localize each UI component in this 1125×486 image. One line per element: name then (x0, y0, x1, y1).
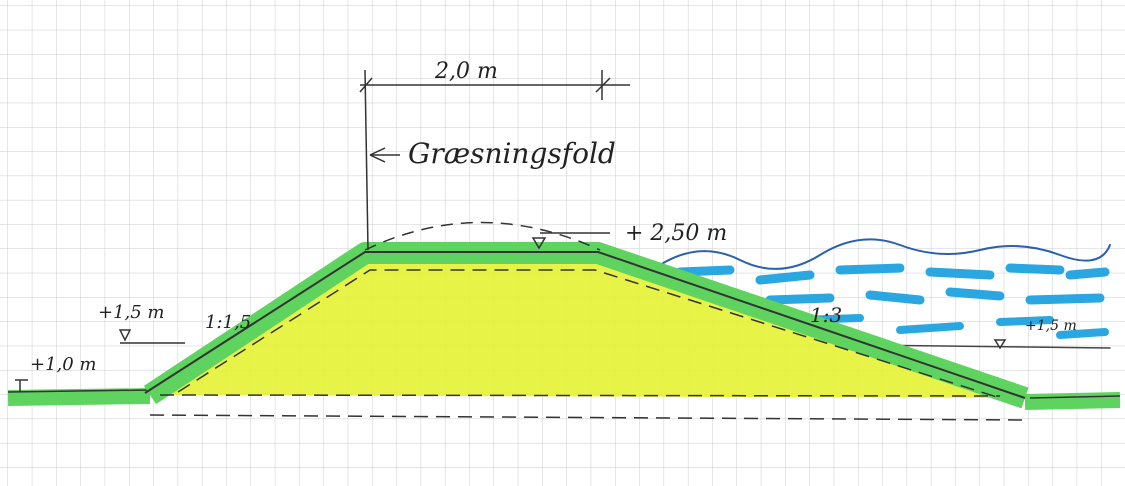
ground-level-label: +1,0 m (30, 354, 97, 375)
water-level-label: +1,5 m (1025, 318, 1077, 334)
dike-sketch: 2,0 m Græsningsfold + 2,50 m +1,5 m 1:1,… (0, 0, 1125, 486)
area-label: Græsningsfold (408, 137, 616, 170)
inner-level-label: +1,5 m (98, 302, 165, 323)
crest-level-label: + 2,50 m (625, 221, 727, 246)
inner-slope-label: 1:1,5 (205, 312, 251, 333)
crest-width-label: 2,0 m (434, 59, 498, 84)
outer-slope-label: 1:3 (810, 303, 842, 327)
